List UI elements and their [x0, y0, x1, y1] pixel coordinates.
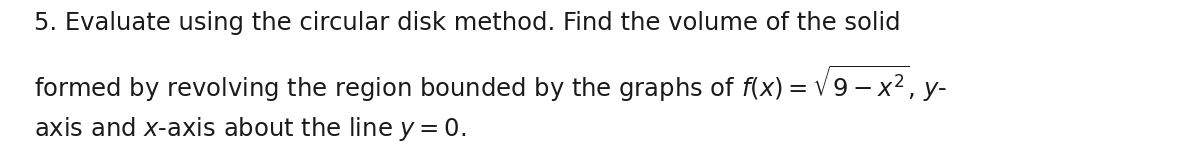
Text: 5. Evaluate using the circular disk method. Find the volume of the solid: 5. Evaluate using the circular disk meth… — [34, 11, 900, 35]
Text: axis and $x$-axis about the line $y = 0$.: axis and $x$-axis about the line $y = 0$… — [34, 115, 466, 143]
Text: formed by revolving the region bounded by the graphs of $f(x) = \sqrt{9-x^2}$, $: formed by revolving the region bounded b… — [34, 63, 947, 104]
